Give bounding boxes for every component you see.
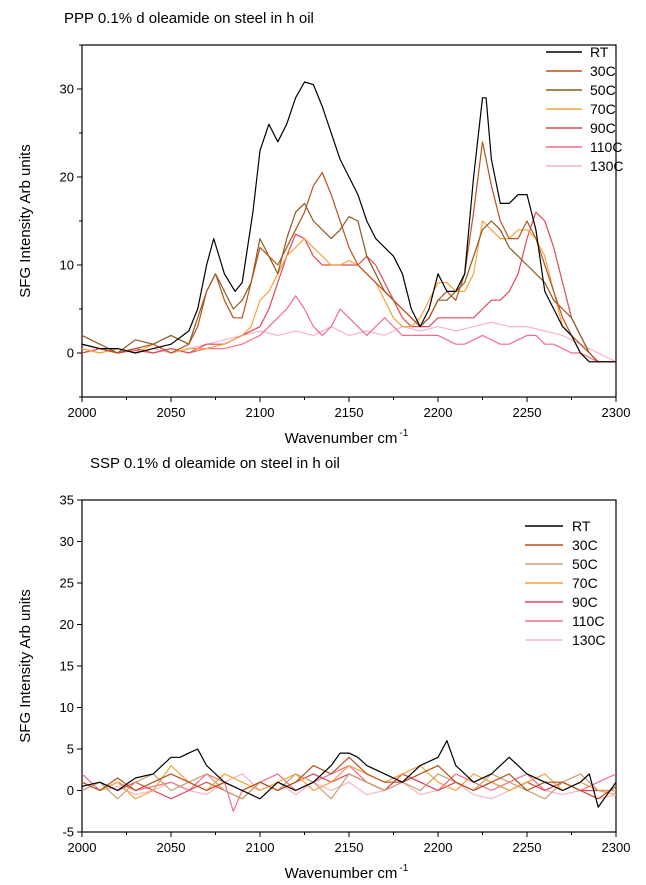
legend-label: 50C [572, 556, 598, 572]
legend-label: 130C [590, 158, 623, 174]
legend-label: 70C [590, 101, 616, 117]
y-tick-label: 0 [67, 346, 74, 361]
y-tick-label: 35 [60, 493, 74, 508]
legend-label: RT [572, 518, 591, 534]
chart-title: PPP 0.1% d oleamide on steel in h oil [64, 10, 314, 27]
x-tick-label: 2100 [246, 840, 275, 855]
series-line-rt [82, 740, 616, 808]
series-line-50c [82, 202, 616, 363]
legend-label: 130C [572, 632, 605, 648]
y-tick-label: 20 [60, 617, 74, 632]
y-axis-label: SFG Intensity Arb units [17, 589, 34, 742]
x-axis-label: Wavenumber cm [285, 865, 398, 882]
series-line-30c [82, 141, 616, 363]
x-tick-label: 2000 [68, 405, 97, 420]
legend-label: 90C [590, 120, 616, 136]
x-tick-label: 2250 [513, 840, 542, 855]
legend-label: 70C [572, 575, 598, 591]
y-tick-label: 25 [60, 576, 74, 591]
legend-label: 110C [590, 139, 622, 155]
ppp-chart: PPP 0.1% d oleamide on steel in h oil200… [17, 10, 630, 447]
x-tick-label: 2000 [68, 840, 97, 855]
chart-title: SSP 0.1% d oleamide on steel in h oil [90, 455, 340, 472]
x-tick-label: 2300 [602, 405, 631, 420]
x-tick-label: 2200 [424, 840, 453, 855]
legend-label: 30C [590, 63, 616, 79]
legend-label: RT [590, 44, 609, 60]
x-tick-label: 2300 [602, 840, 631, 855]
y-tick-label: 0 [67, 783, 74, 798]
series-line-110c [82, 295, 616, 363]
legend-label: 90C [572, 594, 598, 610]
y-tick-label: 30 [60, 82, 74, 97]
x-tick-label: 2050 [157, 405, 186, 420]
y-tick-label: 10 [60, 700, 74, 715]
series-line-70c [82, 220, 616, 363]
y-tick-label: 10 [60, 258, 74, 273]
y-tick-label: 5 [67, 742, 74, 757]
x-axis-label-superscript: -1 [399, 428, 408, 439]
y-tick-label: 30 [60, 534, 74, 549]
series-line-rt [82, 81, 616, 363]
y-tick-label: -5 [62, 825, 74, 840]
x-tick-label: 2150 [335, 840, 364, 855]
series-group [82, 740, 616, 812]
x-tick-label: 2050 [157, 840, 186, 855]
y-axis-label: SFG Intensity Arb units [17, 144, 34, 297]
plot-frame [81, 44, 617, 398]
series-line-110c [82, 764, 616, 812]
x-tick-label: 2150 [335, 405, 364, 420]
series-group [82, 81, 616, 363]
y-tick-label: 15 [60, 659, 74, 674]
y-tick-label: 20 [60, 170, 74, 185]
legend-label: 50C [590, 82, 616, 98]
x-axis-label: Wavenumber cm [285, 430, 398, 447]
series-line-30c [82, 756, 616, 800]
series-line-70c [82, 764, 616, 800]
series-line-130c [82, 321, 616, 363]
x-tick-label: 2200 [424, 405, 453, 420]
legend-label: 30C [572, 537, 598, 553]
x-tick-label: 2100 [246, 405, 275, 420]
ssp-chart: SSP 0.1% d oleamide on steel in h oil200… [17, 455, 630, 882]
x-tick-label: 2250 [513, 405, 542, 420]
legend-label: 110C [572, 613, 604, 629]
x-axis-label-superscript: -1 [399, 863, 408, 874]
